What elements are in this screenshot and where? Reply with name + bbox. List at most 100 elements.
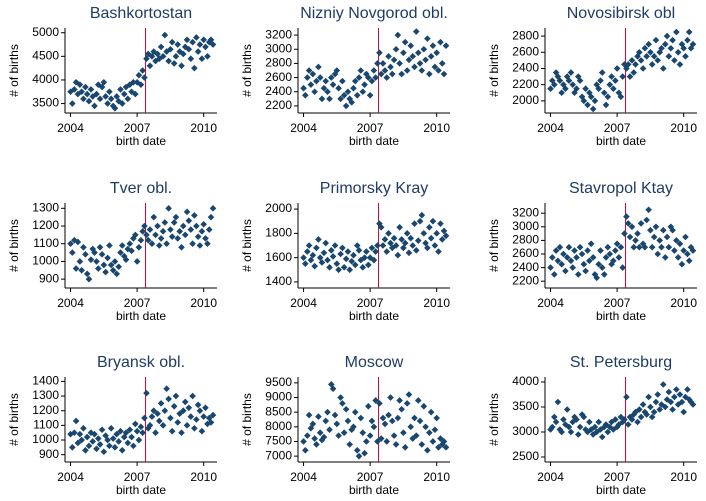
data-point [200, 220, 207, 228]
data-point [168, 427, 176, 435]
data-point [678, 260, 686, 268]
data-point [689, 401, 697, 408]
data-point [682, 393, 689, 401]
data-point [337, 250, 344, 258]
data-point [309, 420, 317, 428]
data-point [170, 60, 178, 67]
data-point [405, 56, 413, 64]
y-tick-label: 2200 [512, 77, 539, 91]
x-axis-label: birth date [116, 483, 166, 497]
data-point [189, 38, 196, 46]
data-point [200, 36, 207, 44]
data-point [602, 101, 610, 109]
data-point [435, 67, 442, 74]
data-point [639, 65, 647, 72]
data-point [558, 260, 565, 268]
data-point [385, 53, 392, 60]
data-point [307, 81, 315, 88]
data-point [368, 244, 376, 252]
data-point [667, 44, 675, 52]
data-point [118, 446, 126, 454]
x-tick-label: 2007 [124, 121, 151, 135]
data-point [426, 223, 433, 231]
y-tick-label: 2000 [512, 93, 539, 107]
data-point [613, 65, 621, 72]
data-point [576, 423, 584, 431]
data-point [91, 249, 98, 256]
y-tick-label: 8000 [265, 419, 292, 433]
data-point [659, 226, 667, 234]
data-point [569, 81, 577, 88]
data-point [658, 44, 665, 52]
data-point [204, 240, 211, 248]
data-point [615, 89, 623, 97]
x-axis-label: birth date [596, 134, 646, 148]
data-point [157, 400, 165, 407]
data-point [76, 258, 84, 265]
data-point [128, 247, 135, 255]
data-point [563, 406, 571, 413]
data-point [193, 416, 200, 423]
data-point [407, 234, 415, 242]
data-point [181, 398, 189, 406]
data-point [573, 416, 580, 423]
data-point [170, 403, 178, 410]
data-point [647, 48, 654, 56]
data-point [146, 226, 154, 233]
data-point [595, 85, 602, 93]
data-point [333, 260, 341, 268]
data-point [658, 401, 665, 408]
data-point [370, 256, 378, 264]
data-point [113, 93, 121, 100]
data-point [551, 271, 558, 278]
y-tick-label: 900 [39, 447, 59, 461]
data-point [87, 86, 95, 93]
data-point [329, 385, 337, 393]
data-point [411, 414, 418, 422]
data-point [671, 57, 678, 64]
x-tick-label: 2007 [357, 296, 384, 310]
data-point [608, 418, 615, 426]
data-point [126, 240, 134, 248]
data-point [357, 256, 365, 264]
data-point [591, 97, 599, 105]
data-point [302, 91, 309, 99]
data-point [178, 243, 185, 251]
data-point [316, 254, 324, 261]
data-point [645, 393, 652, 401]
data-point [344, 88, 352, 96]
data-point [167, 226, 174, 233]
data-point [630, 243, 638, 251]
data-point [93, 258, 100, 265]
data-point [562, 267, 569, 275]
data-point [604, 93, 612, 101]
data-point [130, 235, 137, 242]
data-point [574, 431, 582, 438]
data-point [154, 50, 161, 58]
y-tick-label: 2400 [265, 84, 292, 98]
data-point [682, 233, 689, 241]
data-point [390, 432, 398, 439]
y-tick-label: 7000 [265, 448, 292, 462]
data-point [552, 247, 560, 254]
data-point [431, 426, 439, 434]
data-point [626, 73, 634, 80]
data-point [674, 401, 682, 408]
data-point [159, 53, 167, 60]
data-point [135, 71, 143, 79]
y-tick-label: 3200 [512, 205, 539, 219]
data-point [329, 253, 337, 260]
data-point [363, 248, 370, 255]
data-point [355, 452, 363, 460]
data-point [673, 386, 680, 393]
data-point [612, 247, 619, 254]
data-point [424, 35, 431, 42]
data-point [72, 417, 80, 425]
data-point [205, 226, 213, 233]
y-axis-label: # of births [487, 219, 501, 272]
panel: Tver obl. 900 1000 1100 1200 1300 2004 2007 2010… [7, 180, 217, 323]
data-point [126, 426, 134, 434]
data-point [363, 438, 370, 445]
data-point [437, 220, 444, 227]
